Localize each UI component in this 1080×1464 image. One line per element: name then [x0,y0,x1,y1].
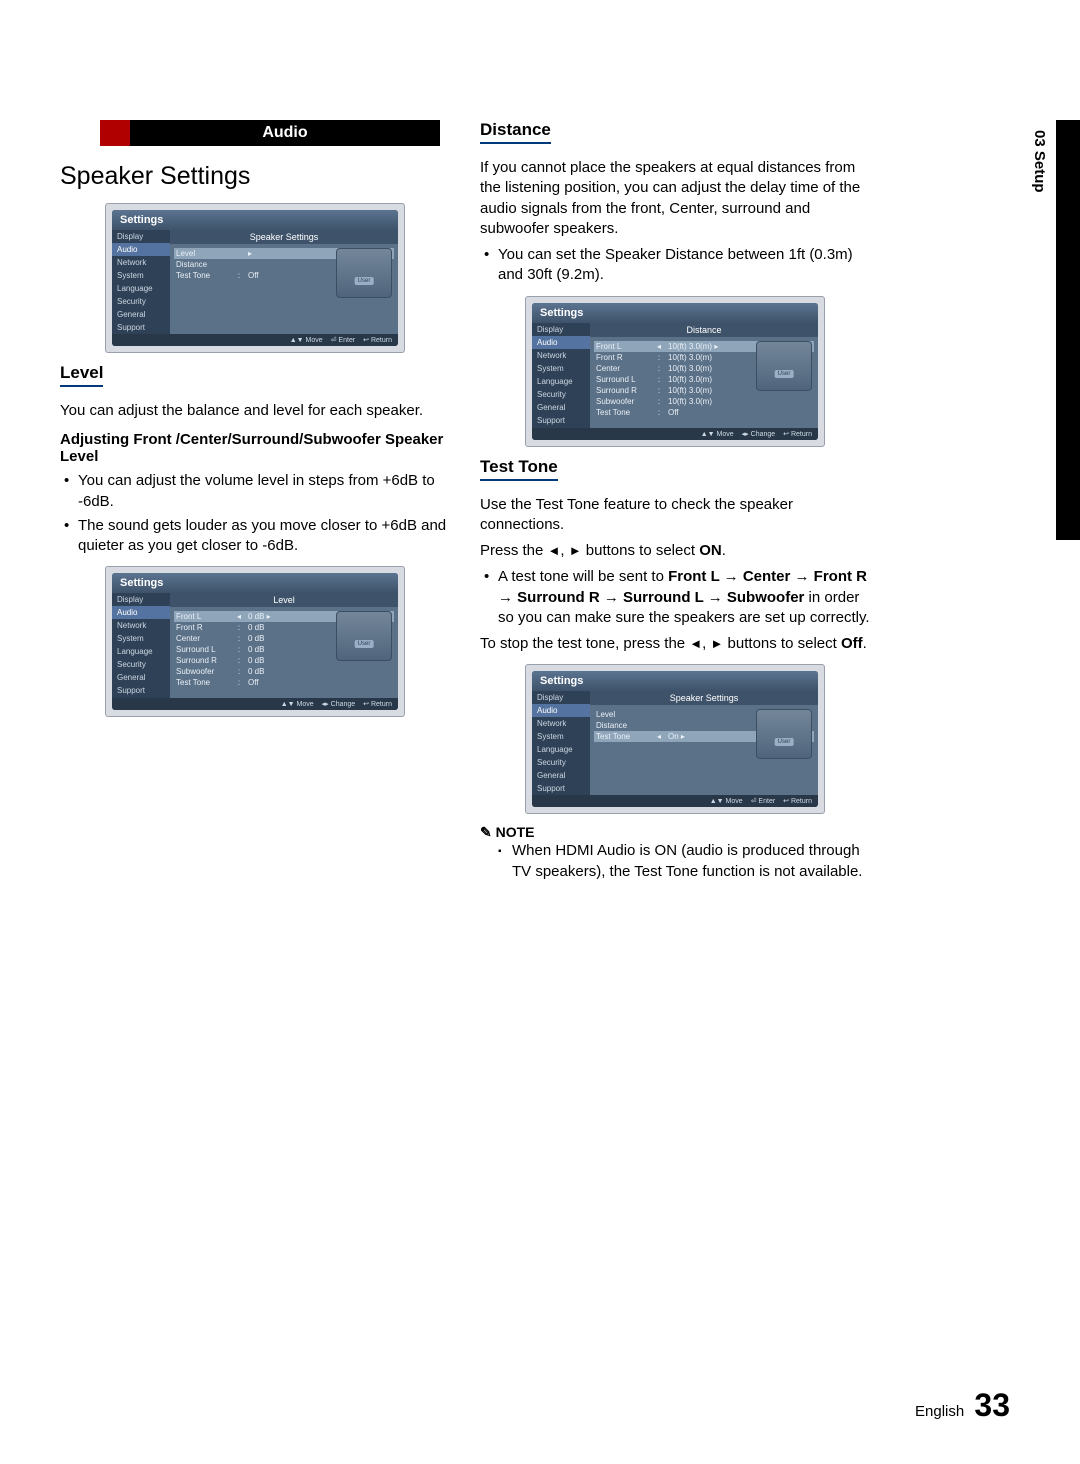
testtone-heading: Test Tone [480,457,558,481]
left-triangle-icon: ◄ [548,543,561,558]
left-triangle-icon: ◄ [689,636,702,651]
room-layout-icon [336,248,392,298]
page-number: 33 [974,1387,1010,1423]
distance-bullet-1: You can set the Speaker Distance between… [484,245,870,286]
distance-intro: If you cannot place the speakers at equa… [480,158,870,239]
testtone-press: Press the ◄, ► buttons to select ON. [480,541,870,561]
nav-hints: ▲▼ Move⏎ Enter↩ Return [112,334,398,346]
page-title: Speaker Settings [60,162,450,191]
settings-screenshot-speaker: Settings Display Audio Network System La… [105,203,405,353]
level-subhead: Adjusting Front /Center/Surround/Subwoof… [60,431,450,465]
settings-title: Settings [112,210,398,230]
settings-screenshot-distance: Settings Display Audio Network System La… [525,296,825,447]
note-body: When HDMI Audio is ON (audio is produced… [498,841,870,882]
room-layout-icon [756,341,812,391]
audio-banner: Audio [100,120,440,146]
footer-language: English [915,1403,964,1420]
page-footer: English 33 [915,1387,1010,1424]
section-tab: 03 Setup [1031,130,1048,193]
settings-screenshot-testtone: Settings Display Audio Network System La… [525,664,825,814]
settings-screenshot-level: Settings Display Audio Network System La… [105,566,405,717]
testtone-chain: A test tone will be sent to Front L → Ce… [484,567,870,628]
room-layout-icon [756,709,812,759]
level-heading: Level [60,363,103,387]
testtone-intro: Use the Test Tone feature to check the s… [480,495,870,536]
panel-title: Speaker Settings [170,230,398,244]
testtone-stop: To stop the test tone, press the ◄, ► bu… [480,634,870,654]
room-layout-icon [336,611,392,661]
right-triangle-icon: ► [569,543,582,558]
distance-heading: Distance [480,120,551,144]
level-bullet-1: You can adjust the volume level in steps… [64,471,450,512]
note-heading: NOTE [480,824,870,841]
right-triangle-icon: ► [711,636,724,651]
settings-sidebar: Display Audio Network System Language Se… [112,230,170,334]
level-intro: You can adjust the balance and level for… [60,401,450,421]
side-tab-bar [1056,120,1080,540]
level-bullet-2: The sound gets louder as you move closer… [64,516,450,557]
